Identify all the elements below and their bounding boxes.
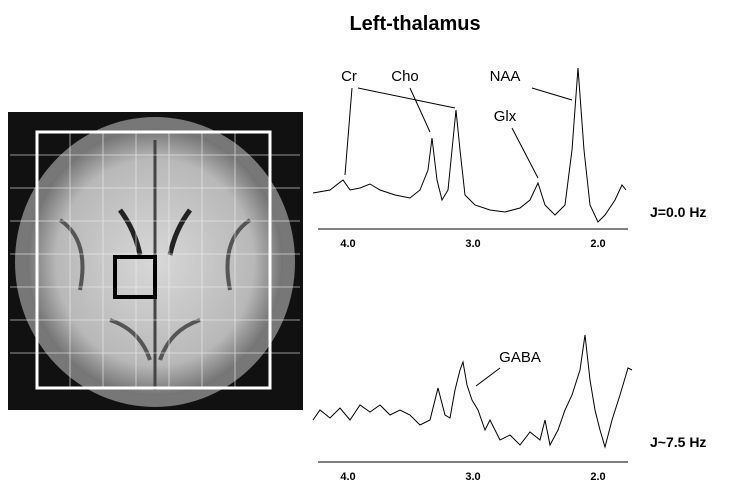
axis-tick: 4.0: [340, 238, 355, 250]
mri-image: [8, 112, 303, 410]
bottom-spectrum: [313, 335, 632, 462]
peak-label: GABA: [499, 349, 541, 366]
peak-label: NAA: [490, 68, 521, 85]
peak-label: Cr: [341, 68, 357, 85]
coupling-label: J=0.0 Hz: [650, 204, 706, 220]
axis-tick: 2.0: [590, 238, 605, 250]
peak-label: Cho: [391, 68, 419, 85]
axis-tick: 3.0: [465, 471, 480, 483]
axis-tick: 2.0: [590, 471, 605, 483]
figure: Left-thalamus Cr Cho NAA Glx 4.0 3.0 2.0…: [0, 0, 738, 485]
title: Left-thalamus: [349, 13, 480, 35]
axis-tick: 3.0: [465, 238, 480, 250]
top-spectrum: [313, 68, 628, 229]
axis-tick: 4.0: [340, 471, 355, 483]
peak-label: Glx: [494, 108, 517, 125]
coupling-label: J~7.5 Hz: [650, 434, 706, 450]
